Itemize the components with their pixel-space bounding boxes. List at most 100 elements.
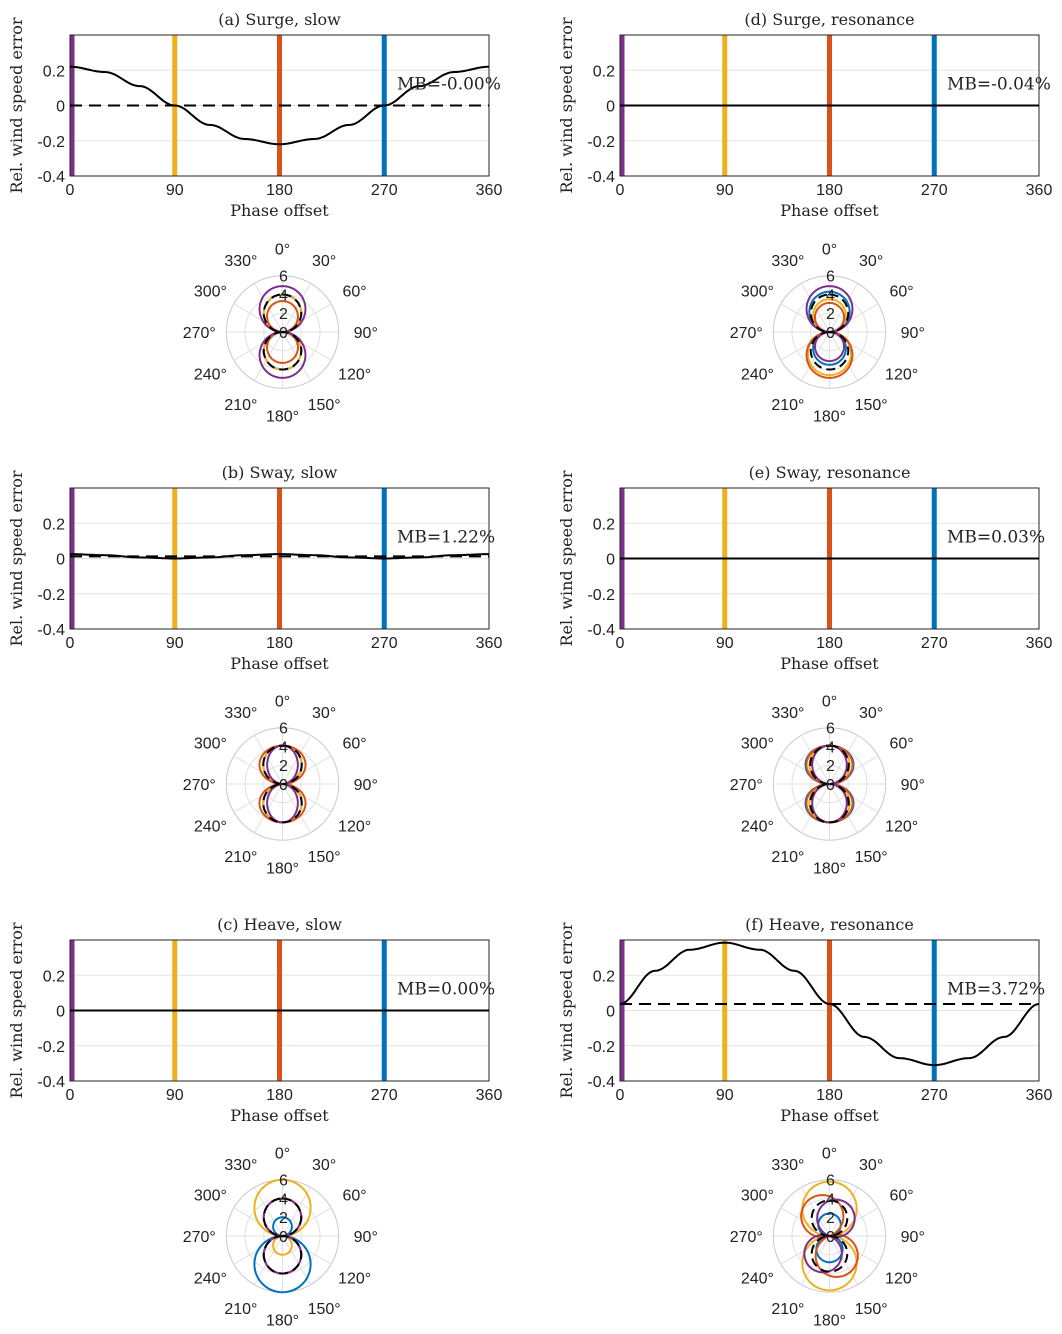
polar-theta-label: 180° (266, 408, 299, 425)
polar-theta-label: 90° (354, 1229, 378, 1246)
x-axis-label: Phase offset (230, 201, 329, 220)
polar-curve-4 (262, 744, 303, 824)
polar-r-tick-label: 2 (826, 1210, 835, 1227)
polar-r-tick-label: 2 (279, 306, 288, 323)
polar-r-tick-label: 6 (279, 269, 288, 286)
polar-r-tick-label: 4 (279, 1191, 288, 1208)
polar-plot: 02460°30°60°90°120°150°180°210°240°270°3… (183, 242, 378, 426)
polar-r-tick-label: 0 (826, 777, 835, 794)
polar-theta-label: 60° (890, 283, 914, 300)
y-axis-label: Rel. wind speed error (7, 922, 26, 1098)
polar-spoke (829, 303, 879, 333)
polar-theta-label: 210° (224, 1301, 257, 1318)
y-tick-label: -0.2 (37, 587, 65, 604)
polar-theta-label: 30° (859, 253, 883, 270)
polar-plot: 02460°30°60°90°120°150°180°210°240°270°3… (730, 242, 925, 426)
polar-curve-4 (809, 744, 850, 824)
polar-theta-label: 330° (224, 1157, 257, 1174)
polar-theta-label: 240° (741, 1271, 774, 1288)
polar-theta-label: 270° (730, 1229, 763, 1246)
polar-theta-label: 30° (312, 705, 336, 722)
polar-curve-4 (809, 293, 850, 371)
chart-title: (b) Sway, slow (222, 463, 338, 482)
polar-r-tick-label: 2 (826, 758, 835, 775)
y-tick-label: -0.4 (587, 169, 615, 186)
polar-r-tick-label: 6 (826, 721, 835, 738)
polar-theta-label: 60° (343, 1187, 367, 1204)
polar-r-tick-label: 2 (279, 1210, 288, 1227)
polar-theta-label: 150° (855, 1301, 888, 1318)
y-tick-label: 0.2 (593, 968, 615, 985)
chart-panel-1: 0 90 180 270 360 -0.4 -0.2 0 0.2 (b) Sway, slow Ph… (7, 463, 502, 877)
polar-spoke (829, 735, 859, 785)
x-axis-label: Phase offset (230, 654, 329, 673)
x-tick-label: 0 (66, 635, 75, 652)
polar-spoke (800, 735, 830, 785)
x-tick-label: 270 (371, 635, 398, 652)
polar-theta-label: 330° (224, 705, 257, 722)
polar-r-tick-label: 6 (826, 1173, 835, 1190)
polar-spoke (282, 1187, 312, 1237)
x-tick-label: 270 (921, 182, 948, 199)
x-tick-label: 180 (266, 635, 293, 652)
polar-curve-0 (253, 1216, 312, 1294)
polar-theta-label: 240° (741, 819, 774, 836)
polar-r-tick-label: 2 (279, 758, 288, 775)
polar-theta-label: 300° (194, 735, 227, 752)
polar-spoke (233, 783, 283, 813)
polar-theta-label: 270° (183, 777, 216, 794)
polar-theta-label: 300° (194, 1187, 227, 1204)
y-tick-label: 0.2 (593, 516, 615, 533)
polar-r-tick-label: 4 (279, 739, 288, 756)
polar-theta-label: 270° (730, 777, 763, 794)
x-tick-label: 90 (716, 635, 734, 652)
x-tick-label: 180 (816, 182, 843, 199)
axes-frame (69, 487, 490, 630)
error-curve (69, 65, 490, 146)
x-axis-label: Phase offset (780, 201, 879, 220)
y-tick-label: 0 (606, 552, 615, 569)
polar-theta-label: 150° (308, 849, 341, 866)
x-tick-label: 360 (1026, 1087, 1053, 1104)
polar-theta-label: 0° (822, 1146, 837, 1163)
polar-plot: 02460°30°60°90°120°150°180°210°240°270°3… (183, 694, 378, 878)
polar-spoke (829, 783, 859, 833)
polar-theta-label: 330° (771, 705, 804, 722)
x-tick-label: 0 (616, 1087, 625, 1104)
polar-theta-label: 60° (890, 735, 914, 752)
polar-theta-label: 180° (266, 860, 299, 877)
polar-theta-label: 30° (312, 1157, 336, 1174)
polar-theta-label: 270° (730, 325, 763, 342)
polar-spoke (282, 783, 332, 813)
x-tick-label: 0 (66, 1087, 75, 1104)
polar-theta-label: 300° (741, 283, 774, 300)
polar-theta-label: 240° (741, 367, 774, 384)
x-tick-label: 270 (371, 182, 398, 199)
chart-panel-2: 0 90 180 270 360 -0.4 -0.2 0 0.2 (c) Heave, slow P… (7, 915, 502, 1329)
x-tick-label: 90 (166, 182, 184, 199)
y-axis-label: Rel. wind speed error (557, 17, 576, 193)
y-tick-label: 0 (606, 99, 615, 116)
polar-curve-0 (815, 1212, 844, 1264)
chart-title: (a) Surge, slow (218, 10, 341, 29)
chart-title: (f) Heave, resonance (745, 915, 914, 934)
y-tick-label: 0.2 (43, 516, 65, 533)
x-tick-label: 360 (476, 182, 503, 199)
x-tick-label: 270 (921, 1087, 948, 1104)
mean-bias-annotation: MB=0.00% (397, 980, 495, 1000)
polar-spoke (282, 283, 312, 333)
polar-theta-label: 30° (312, 253, 336, 270)
polar-theta-label: 180° (266, 1312, 299, 1329)
polar-theta-label: 0° (275, 242, 290, 259)
polar-spoke (282, 331, 332, 361)
polar-theta-label: 240° (194, 819, 227, 836)
polar-spoke (829, 331, 879, 361)
y-tick-label: -0.2 (37, 1039, 65, 1056)
y-tick-label: -0.2 (587, 134, 615, 151)
mean-bias-annotation: MB=1.22% (397, 528, 495, 548)
polar-r-tick-label: 6 (279, 1173, 288, 1190)
polar-theta-label: 300° (741, 1187, 774, 1204)
polar-curve-4 (262, 1197, 303, 1275)
polar-theta-label: 90° (901, 777, 925, 794)
x-tick-label: 360 (1026, 635, 1053, 652)
